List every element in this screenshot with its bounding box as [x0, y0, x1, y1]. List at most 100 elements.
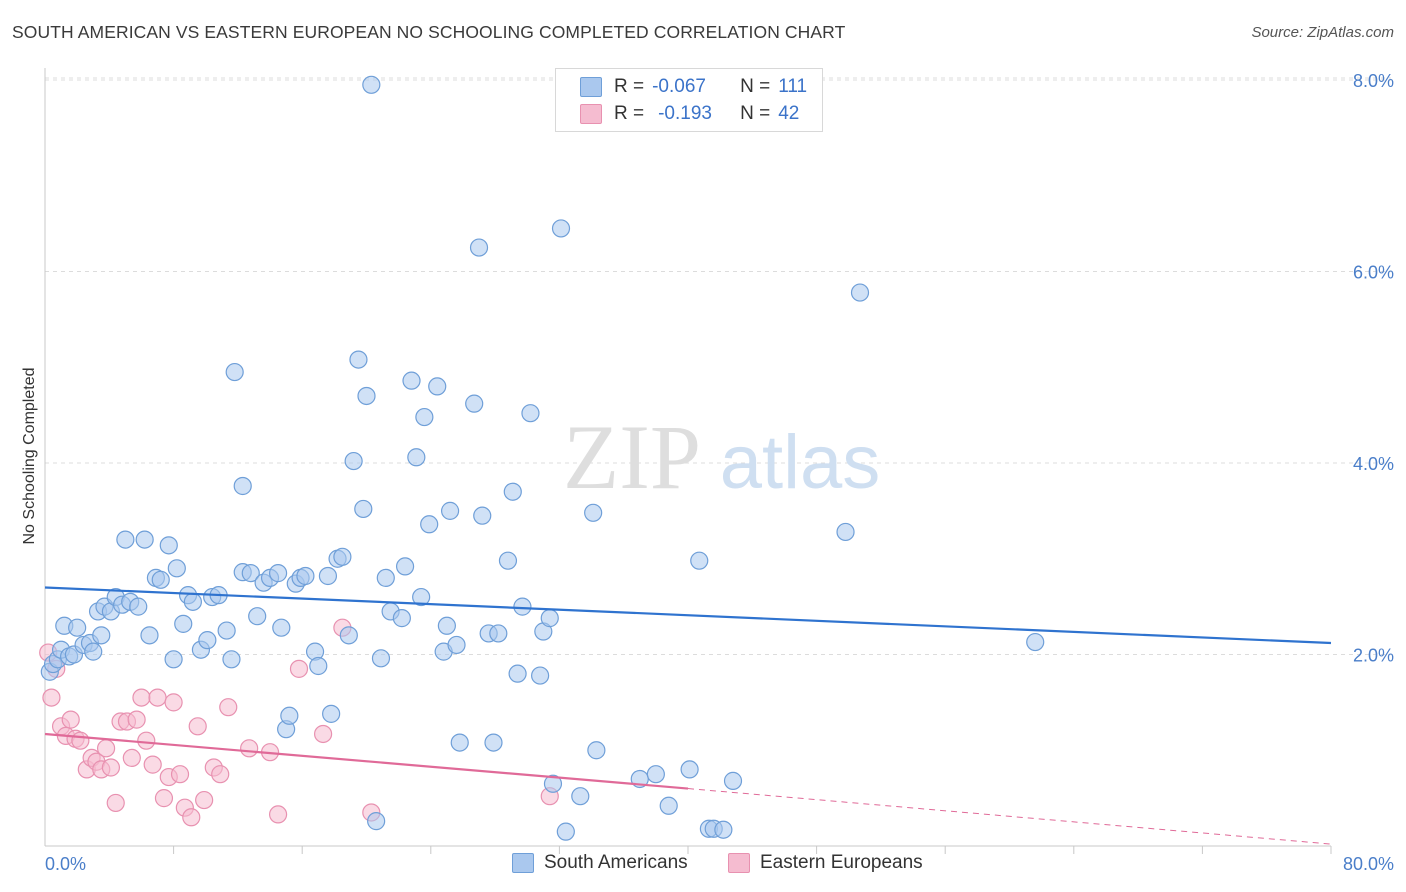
data-point: [151, 570, 170, 589]
trend-line-south-americans: [44, 586, 1332, 645]
blue-swatch: [512, 853, 534, 873]
data-point: [362, 75, 381, 94]
data-point: [680, 760, 699, 779]
legend-label-eastern-europeans: Eastern Europeans: [760, 852, 923, 873]
data-point: [395, 557, 415, 576]
data-point: [272, 618, 291, 637]
data-point: [723, 771, 743, 790]
watermark-zip: ZIP: [563, 406, 701, 508]
data-point: [225, 362, 244, 382]
data-point: [850, 283, 870, 302]
x-tick-label-max: 80.0%: [1343, 854, 1394, 874]
data-point: [222, 650, 241, 669]
watermark: ZIP atlas: [563, 406, 880, 508]
legend-item-eastern-europeans: Eastern Europeans: [728, 852, 923, 874]
data-point: [415, 407, 434, 427]
data-point: [349, 350, 368, 369]
data-point: [122, 748, 141, 768]
legend-row-south-americans: R = -0.067 N = 111: [580, 74, 807, 100]
trend-line-eastern-europeans-extension: [687, 788, 1332, 845]
data-point: [473, 506, 492, 525]
data-point: [465, 394, 484, 413]
data-point: [339, 626, 358, 645]
n-label: N =: [740, 76, 771, 97]
y-tick-labels: 2.0% 4.0% 6.0% 8.0%: [1353, 71, 1394, 666]
data-point: [428, 377, 447, 396]
eastern-europeans-points: [39, 618, 559, 827]
x-tick-label-min: 0.0%: [45, 854, 86, 874]
data-point: [392, 609, 411, 628]
data-point: [61, 710, 80, 729]
data-point: [556, 822, 575, 841]
data-point: [313, 724, 333, 744]
y-axis-label: No Schooling Completed: [21, 368, 38, 545]
data-point: [440, 501, 460, 520]
data-point: [402, 371, 421, 390]
data-point: [137, 731, 156, 750]
data-point: [531, 666, 550, 685]
data-point: [836, 522, 855, 542]
data-point: [42, 688, 61, 707]
data-point: [513, 597, 532, 616]
data-point: [367, 812, 386, 831]
n-value: 111: [778, 76, 808, 97]
data-point: [211, 765, 230, 784]
data-point: [322, 704, 341, 723]
data-point: [71, 731, 90, 750]
data-point: [551, 219, 571, 238]
data-point: [217, 621, 236, 640]
data-point: [84, 642, 103, 661]
data-point: [376, 568, 395, 588]
legend-item-south-americans: South Americans: [512, 852, 688, 874]
axis-layer: [44, 68, 1331, 847]
pink-swatch: [728, 853, 750, 873]
data-point: [174, 614, 193, 633]
legend-row-eastern-europeans: R = -0.193 N = 42: [580, 101, 799, 127]
data-point: [241, 564, 260, 583]
y-tick-label: 8.0%: [1353, 71, 1394, 91]
data-point: [540, 609, 559, 628]
data-point: [182, 808, 201, 827]
data-point: [159, 536, 178, 555]
data-point: [240, 739, 259, 758]
data-point: [447, 635, 466, 655]
data-point: [584, 503, 603, 522]
data-point: [164, 650, 183, 669]
data-point: [714, 820, 733, 839]
data-point: [164, 693, 183, 712]
data-point: [280, 706, 299, 725]
data-point: [68, 618, 87, 637]
data-point: [309, 656, 328, 676]
data-point: [92, 626, 111, 645]
data-point: [268, 805, 288, 824]
data-point: [371, 649, 391, 668]
data-point: [503, 482, 522, 501]
data-point: [543, 774, 563, 793]
data-point: [289, 659, 309, 678]
data-point: [198, 631, 217, 650]
data-point: [318, 566, 338, 586]
data-point: [659, 796, 678, 815]
data-point: [587, 741, 606, 760]
data-point: [233, 476, 252, 496]
data-point: [508, 664, 527, 683]
data-point: [195, 790, 214, 810]
data-point: [96, 739, 116, 758]
data-point: [219, 698, 238, 717]
blue-swatch: [580, 77, 602, 97]
data-point: [143, 755, 162, 774]
data-point: [407, 448, 426, 467]
data-point: [357, 386, 376, 406]
watermark-atlas: atlas: [720, 420, 881, 505]
r-label: R =: [614, 76, 645, 97]
legend-label-south-americans: South Americans: [544, 852, 688, 873]
r-value: -0.067: [652, 76, 706, 97]
data-point: [127, 710, 146, 729]
data-point: [101, 758, 121, 777]
data-point: [489, 624, 508, 643]
data-point: [354, 499, 373, 519]
r-label: R =: [614, 103, 645, 124]
series-legend: South Americans Eastern Europeans: [0, 852, 1406, 878]
south-americans-points: [40, 75, 1045, 841]
